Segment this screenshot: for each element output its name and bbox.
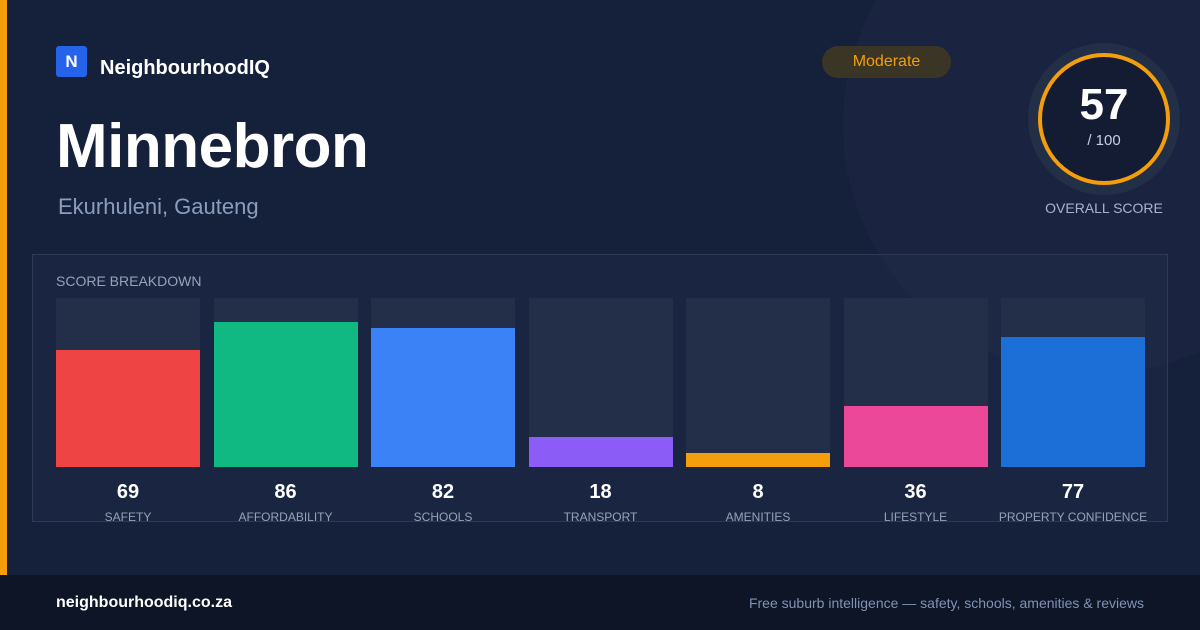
bar-fill [213,322,358,467]
bar-fill [528,437,673,467]
bar-fill [56,350,200,467]
bar-label: AMENITIES [725,510,791,524]
bar-label: LIFESTYLE [883,510,948,524]
score-breakdown-panel: SCORE BREAKDOWN 69 SAFETY 86 AFFORDABILITY 8… [32,254,1168,524]
brand-name: NeighbourhoodIQ [100,57,270,79]
brand-logo-icon: N [56,46,87,77]
bar-fill [371,328,515,467]
bar-fill [1001,337,1145,467]
bar-fill [686,453,830,467]
bar-label: AFFORDABILITY [238,510,333,524]
overall-score-gauge: 57 / 100 [1028,43,1180,195]
bar-value: 82 [431,481,455,503]
breakdown-title: SCORE BREAKDOWN [56,273,202,289]
bar-value: 77 [1061,481,1085,503]
bar-track [528,298,673,467]
bar-value: 36 [904,481,927,503]
footer-url: neighbourhoodiq.co.za [56,594,232,611]
bar-value: 18 [589,481,612,503]
score-ring-icon [1038,53,1170,185]
bar-value: 69 [116,481,140,503]
bar-fill [843,406,988,467]
accent-stripe [0,0,7,575]
bar-label: SAFETY [104,510,152,524]
suburb-location: Ekurhuleni, Gauteng [58,194,259,219]
footer: neighbourhoodiq.co.za Free suburb intell… [0,575,1200,630]
overall-score-max: / 100 [1087,132,1121,149]
bar-label: SCHOOLS [413,510,473,524]
bar-label: TRANSPORT [563,510,638,524]
bar-track [686,298,830,467]
bar-value: 8 [752,481,764,503]
bar-track [1001,298,1145,467]
overall-score-caption: OVERALL SCORE [1045,200,1163,216]
bar-track [843,298,988,467]
rating-badge: Moderate [822,46,951,78]
bar-label: PROPERTY CONFIDENCE [998,510,1148,524]
bar-track [371,298,515,467]
bar-value: 86 [274,481,297,503]
bar-track [213,298,358,467]
bar-track [56,298,200,467]
overall-score-value: 57 [1079,80,1129,129]
footer-tagline: Free suburb intelligence — safety, schoo… [748,595,1144,611]
suburb-title: Minnebron [56,112,369,181]
